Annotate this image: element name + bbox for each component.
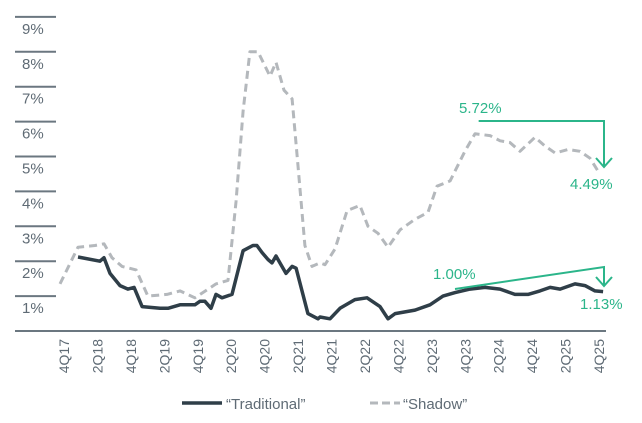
y-tick-label: 3%	[22, 230, 44, 247]
x-tick-label: 4Q22	[390, 339, 406, 373]
y-tick-label: 7%	[22, 91, 44, 108]
arrow-down-icon	[595, 276, 613, 288]
y-tick-label: 5%	[22, 161, 44, 178]
y-axis: 1% 2% 3% 4% 5% 6% 7% 8% 9%	[15, 15, 56, 317]
shadow-change-bracket	[478, 120, 605, 166]
x-tick-label: 2Q25	[558, 339, 574, 373]
y-tick-label: 4%	[22, 195, 44, 212]
traditional-end-label: 1.13%	[580, 296, 623, 313]
shadow-end-label: 4.49%	[570, 176, 613, 193]
x-tick-label: 4Q18	[123, 339, 139, 373]
x-tick-label: 2Q21	[290, 339, 306, 373]
x-tick-label: 2Q19	[156, 339, 172, 373]
legend: “Traditional” “Shadow”	[182, 396, 467, 413]
traditional-start-label: 1.00%	[433, 266, 476, 283]
y-tick-label: 8%	[22, 56, 44, 73]
series-line-shadow	[58, 50, 602, 300]
x-tick-label: 2Q23	[424, 339, 440, 373]
legend-label-traditional: “Traditional”	[226, 396, 305, 413]
x-tick-label: 2Q20	[223, 339, 239, 373]
x-tick-label: 2Q18	[89, 339, 105, 373]
annotations: 5.72% 4.49% 1.00% 1.13%	[433, 100, 623, 313]
x-tick-label: 4Q25	[591, 339, 607, 373]
series-lines	[58, 50, 604, 321]
x-tick-label: 4Q17	[56, 339, 72, 373]
x-tick-label: 4Q19	[190, 339, 206, 373]
traditional-change-bracket	[454, 265, 605, 290]
y-tick-label: 1%	[22, 300, 44, 317]
x-tick-label: 2Q24	[491, 339, 507, 373]
series-line-traditional	[77, 243, 604, 321]
y-tick-label: 2%	[22, 265, 44, 282]
x-tick-label: 2Q22	[357, 339, 373, 373]
x-tick-label: 4Q23	[457, 339, 473, 373]
x-tick-label: 4Q20	[257, 339, 273, 373]
x-tick-label: 4Q24	[524, 339, 540, 373]
x-axis: 4Q17 2Q18 4Q18 2Q19 4Q19 2Q20 4Q20 2Q21 4Q21 2Q22…	[56, 339, 607, 373]
legend-label-shadow: “Shadow”	[403, 396, 467, 413]
arrow-down-icon	[595, 157, 613, 169]
y-tick-label: 9%	[22, 21, 44, 38]
shadow-start-label: 5.72%	[459, 100, 502, 117]
x-tick-label: 4Q21	[324, 339, 340, 373]
y-tick-label: 6%	[22, 126, 44, 143]
